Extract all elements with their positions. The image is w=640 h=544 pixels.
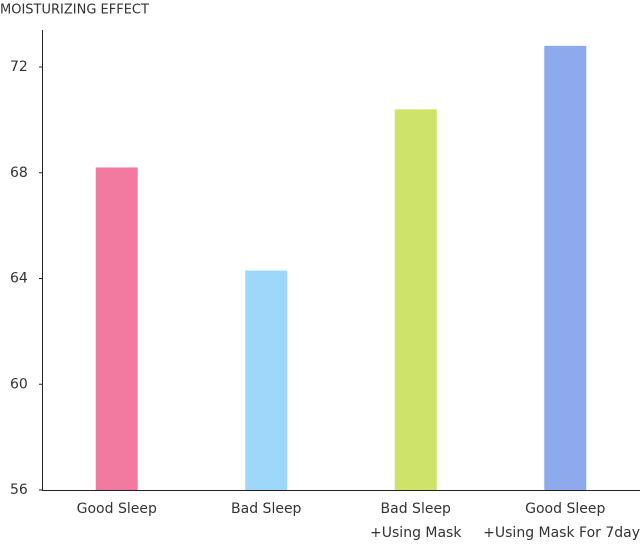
x-tick-label: Bad Sleep +Using Mask bbox=[370, 501, 462, 541]
bar bbox=[95, 167, 138, 491]
y-tick-label: 72 bbox=[10, 59, 28, 75]
y-tick-label: 56 bbox=[10, 482, 28, 498]
bar bbox=[245, 270, 288, 490]
bar bbox=[394, 109, 437, 490]
y-tick-label: 60 bbox=[10, 376, 28, 392]
bar bbox=[544, 45, 587, 491]
chart-title: MOISTURIZING EFFECT bbox=[0, 3, 149, 18]
x-tick-label: Good Sleep +Using Mask For 7days bbox=[483, 501, 640, 541]
y-tick-label: 68 bbox=[10, 165, 28, 181]
x-tick-label: Good Sleep bbox=[77, 501, 157, 517]
y-tick-label: 64 bbox=[10, 271, 28, 287]
x-tick-label: Bad Sleep bbox=[231, 501, 302, 517]
